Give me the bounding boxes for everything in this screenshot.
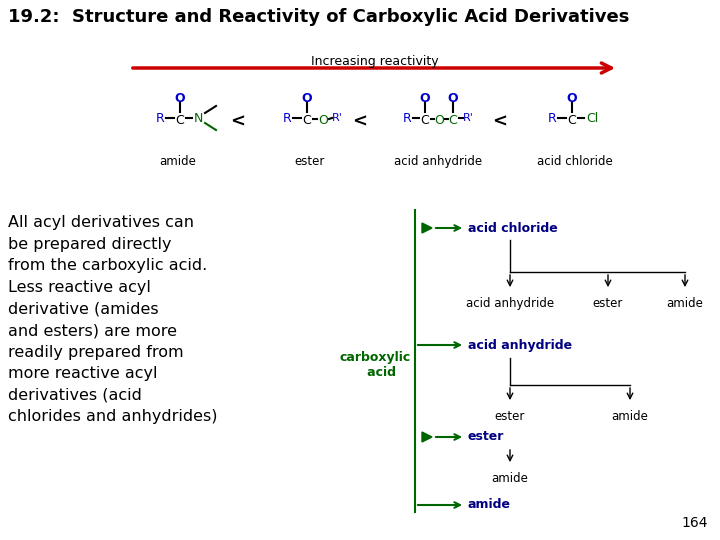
Text: 164: 164 (682, 516, 708, 530)
Polygon shape (422, 432, 432, 442)
Text: All acyl derivatives can
be prepared directly
from the carboxylic acid.
Less rea: All acyl derivatives can be prepared dir… (8, 215, 217, 424)
Text: amide: amide (468, 498, 511, 511)
Text: O: O (318, 113, 328, 126)
Text: acid anhydride: acid anhydride (394, 155, 482, 168)
Text: C: C (567, 113, 577, 126)
Text: C: C (176, 113, 184, 126)
Text: O: O (567, 91, 577, 105)
Text: carboxylic
   acid: carboxylic acid (339, 351, 410, 379)
Text: R': R' (462, 113, 474, 123)
Text: R': R' (332, 113, 343, 123)
Text: acid chloride: acid chloride (468, 221, 558, 234)
Text: R: R (402, 111, 411, 125)
Text: ester: ester (468, 430, 505, 443)
Text: amide: amide (160, 155, 197, 168)
Text: ester: ester (495, 410, 525, 423)
Text: C: C (302, 113, 311, 126)
Text: Increasing reactivity: Increasing reactivity (311, 55, 438, 68)
Polygon shape (422, 223, 432, 233)
Text: <: < (353, 113, 367, 131)
Text: <: < (230, 113, 246, 131)
Text: C: C (449, 113, 457, 126)
Text: acid anhydride: acid anhydride (466, 297, 554, 310)
Text: O: O (420, 91, 431, 105)
Text: <: < (492, 113, 508, 131)
Text: amide: amide (492, 472, 528, 485)
Text: acid chloride: acid chloride (537, 155, 613, 168)
Text: 19.2:  Structure and Reactivity of Carboxylic Acid Derivatives: 19.2: Structure and Reactivity of Carbox… (8, 8, 629, 26)
Text: Cl: Cl (586, 111, 598, 125)
Text: O: O (175, 91, 185, 105)
Text: ester: ester (294, 155, 325, 168)
Text: acid anhydride: acid anhydride (468, 339, 572, 352)
Text: O: O (302, 91, 312, 105)
Text: ester: ester (593, 297, 624, 310)
Text: amide: amide (611, 410, 649, 423)
Text: amide: amide (667, 297, 703, 310)
Text: N: N (193, 111, 203, 125)
Text: R: R (548, 111, 557, 125)
Text: C: C (420, 113, 429, 126)
Text: O: O (434, 113, 444, 126)
Text: R: R (156, 111, 164, 125)
Text: R: R (283, 111, 292, 125)
Text: O: O (448, 91, 459, 105)
